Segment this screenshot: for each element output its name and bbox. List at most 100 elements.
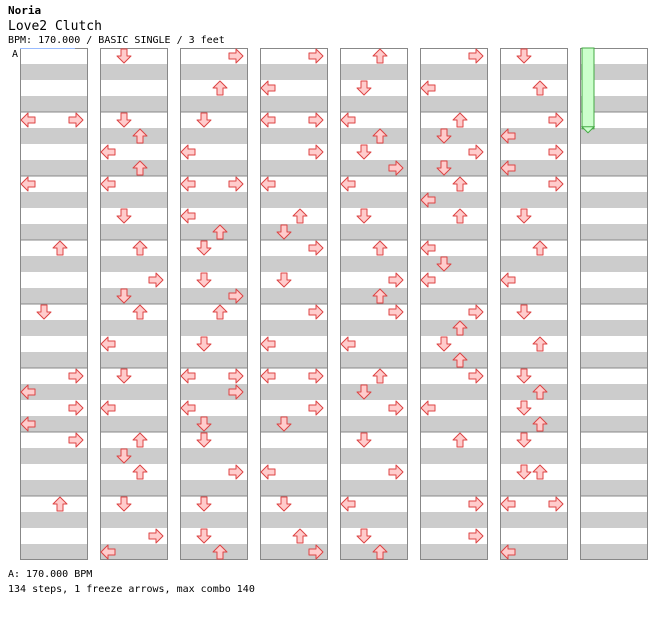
beat-band (260, 304, 328, 320)
down-arrow-icon (116, 368, 132, 384)
beat-band (420, 96, 488, 112)
step-arrow-shape (532, 80, 548, 96)
beat-band (180, 112, 248, 128)
beat-band (180, 256, 248, 272)
step-arrow-shape (388, 400, 404, 416)
left-arrow-icon (340, 336, 356, 352)
down-arrow-icon (516, 48, 532, 64)
step-arrow-shape (116, 208, 132, 224)
beat-band (100, 336, 168, 352)
step-arrow-shape (468, 48, 484, 64)
left-arrow-icon (500, 496, 516, 512)
down-arrow-icon (116, 288, 132, 304)
step-arrow-shape (196, 112, 212, 128)
left-arrow-icon (100, 144, 116, 160)
beat-band (260, 112, 328, 128)
step-arrow-shape (196, 240, 212, 256)
beat-band (420, 448, 488, 464)
down-arrow-icon (516, 464, 532, 480)
left-arrow-icon (260, 464, 276, 480)
up-arrow-icon (532, 240, 548, 256)
right-arrow-icon (468, 144, 484, 160)
step-arrow-shape (260, 464, 276, 480)
beat-band (580, 48, 648, 64)
step-arrow-shape (516, 432, 532, 448)
beat-band (580, 144, 648, 160)
beat-band (420, 192, 488, 208)
up-arrow-icon (132, 240, 148, 256)
left-arrow-icon (180, 208, 196, 224)
step-arrow-shape (452, 208, 468, 224)
beat-band (180, 368, 248, 384)
left-arrow-icon (260, 80, 276, 96)
beat-band (580, 96, 648, 112)
step-arrow-shape (132, 160, 148, 176)
chart-meta: BPM: 170.000 / BASIC SINGLE / 3 feet (8, 35, 225, 46)
up-arrow-icon (452, 176, 468, 192)
step-arrow-shape (516, 48, 532, 64)
beat-band (20, 480, 88, 496)
beat-band (260, 256, 328, 272)
step-arrow-shape (180, 176, 196, 192)
up-arrow-icon (52, 240, 68, 256)
beat-band (20, 336, 88, 352)
up-arrow-icon (452, 208, 468, 224)
beat-band (420, 512, 488, 528)
step-arrow-shape (516, 464, 532, 480)
beat-band (420, 272, 488, 288)
beat-band (20, 416, 88, 432)
step-arrow-shape (356, 144, 372, 160)
right-arrow-icon (68, 112, 84, 128)
step-arrow-shape (308, 240, 324, 256)
beat-band (340, 480, 408, 496)
beat-band (20, 320, 88, 336)
beat-band (260, 432, 328, 448)
left-arrow-icon (180, 368, 196, 384)
step-arrow-shape (292, 528, 308, 544)
step-arrow-shape (116, 448, 132, 464)
beat-band (20, 80, 88, 96)
beat-band (260, 192, 328, 208)
beat-band (340, 64, 408, 80)
beat-band (180, 240, 248, 256)
beat-band (340, 464, 408, 480)
step-arrow-shape (340, 336, 356, 352)
step-arrow-shape (276, 272, 292, 288)
down-arrow-icon (196, 272, 212, 288)
beat-band (420, 256, 488, 272)
beat-band (20, 144, 88, 160)
beat-band (500, 224, 568, 240)
step-arrow-shape (500, 272, 516, 288)
beat-band (180, 128, 248, 144)
step-arrow-shape (420, 400, 436, 416)
step-arrow-shape (452, 176, 468, 192)
up-arrow-icon (292, 208, 308, 224)
beat-band (580, 368, 648, 384)
beat-band (500, 304, 568, 320)
step-arrow-shape (308, 304, 324, 320)
step-arrow-shape (308, 400, 324, 416)
down-arrow-icon (116, 208, 132, 224)
beat-band (260, 64, 328, 80)
down-arrow-icon (516, 368, 532, 384)
step-arrow-shape (308, 368, 324, 384)
beat-band (500, 256, 568, 272)
beat-band (20, 128, 88, 144)
column-border (580, 48, 648, 560)
beat-band (340, 432, 408, 448)
step-arrow-shape (436, 128, 452, 144)
beat-band (580, 128, 648, 144)
down-arrow-icon (276, 496, 292, 512)
beat-band (500, 448, 568, 464)
left-arrow-icon (100, 176, 116, 192)
left-arrow-icon (100, 400, 116, 416)
step-arrow-shape (516, 208, 532, 224)
beat-band (580, 192, 648, 208)
beat-band (500, 288, 568, 304)
left-arrow-icon (260, 368, 276, 384)
step-arrow-shape (532, 416, 548, 432)
beat-band (580, 544, 648, 560)
beat-band (580, 496, 648, 512)
step-arrow-shape (68, 400, 84, 416)
left-arrow-icon (420, 400, 436, 416)
